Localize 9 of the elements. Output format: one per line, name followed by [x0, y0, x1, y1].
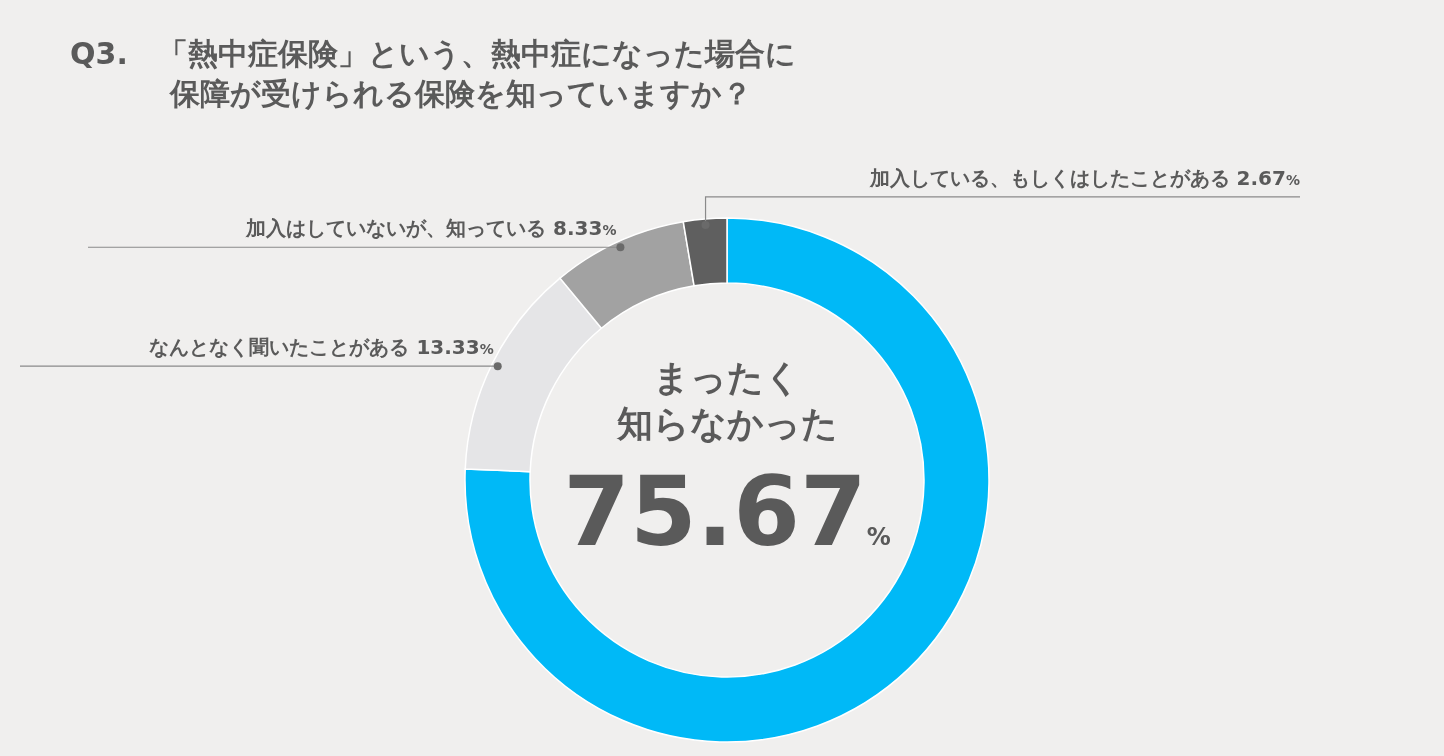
chart-title: Q3. 「熱中症保険」という、熱中症になった場合に保障が受けられる保険を知っていますか？	[70, 35, 797, 113]
data-label: 2.67%	[1236, 165, 1300, 190]
data-label: 8.33%	[553, 216, 617, 241]
data-label: 13.33%	[416, 335, 494, 360]
slice-label: 加入している、もしくはしたことがある	[869, 165, 1230, 190]
slice-label: なんとなく聞いたことがある	[149, 335, 410, 360]
slice-label: まったく知らなかった	[615, 357, 838, 444]
slice-label: 加入はしていないが、知っている	[246, 216, 547, 241]
data-label: 75.67%	[563, 456, 891, 568]
